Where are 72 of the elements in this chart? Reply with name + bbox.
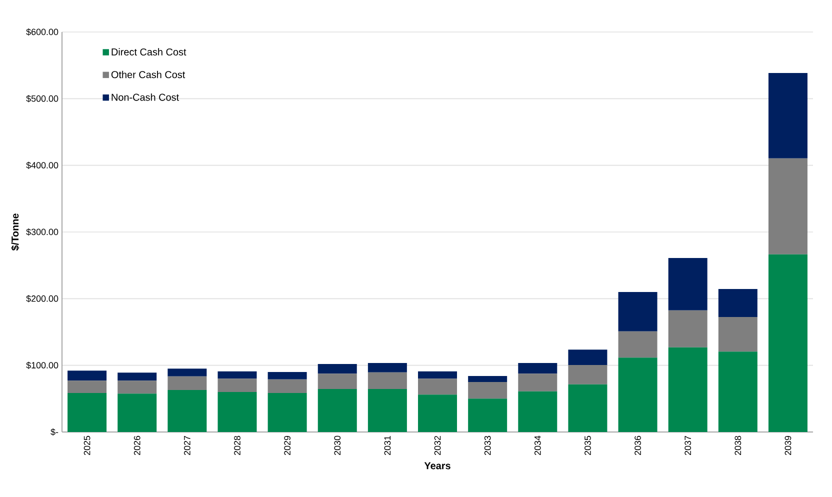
- x-tick-label: 2029: [284, 436, 290, 456]
- x-tick-label: 2035: [584, 436, 591, 456]
- x-tick-label: 2030: [334, 436, 341, 456]
- x-tick-label: 2038: [734, 436, 742, 456]
- bar: [718, 289, 758, 317]
- bar: [268, 393, 307, 432]
- bar: [368, 372, 407, 389]
- bar: [118, 372, 157, 381]
- bar: [668, 258, 708, 310]
- y-axis-title: $/Tonne: [11, 214, 20, 251]
- bar: [318, 364, 357, 374]
- bar: [618, 358, 658, 432]
- bar: [268, 372, 307, 380]
- x-tick-label: 2031: [384, 436, 391, 456]
- bar: [568, 384, 608, 432]
- bar: [218, 378, 257, 392]
- x-tick-label: 2037: [684, 436, 692, 456]
- bar: [368, 389, 407, 432]
- x-axis-title: Years: [424, 462, 450, 470]
- x-tick-label: 2025: [84, 436, 90, 456]
- bar: [518, 391, 558, 432]
- bar: [268, 379, 307, 393]
- bar: [118, 394, 157, 432]
- bar: [518, 374, 558, 392]
- x-tick-label: 2027: [184, 436, 190, 456]
- bar: [418, 378, 458, 395]
- bar: [618, 292, 658, 332]
- bar: [168, 390, 207, 432]
- bar: [368, 363, 407, 372]
- y-tick-label: $-: [50, 428, 58, 436]
- x-tick-label: 2034: [534, 436, 541, 456]
- bar: [68, 380, 107, 393]
- bar: [568, 350, 608, 365]
- x-tick-label: 2036: [634, 436, 641, 456]
- bar: [68, 393, 107, 432]
- bar: [68, 370, 107, 381]
- y-tick-label: $600.00: [26, 28, 58, 36]
- x-tick-label: 2026: [134, 436, 140, 456]
- bar: [168, 376, 207, 390]
- bar: [468, 398, 508, 432]
- y-tick-label: $400.00: [26, 162, 58, 169]
- bar: [768, 158, 808, 254]
- bar: [718, 352, 758, 432]
- bar: [168, 368, 207, 376]
- bar: [668, 347, 708, 432]
- bar: [518, 363, 558, 374]
- legend-label: Non-Cash Cost: [112, 94, 179, 101]
- x-tick-label: 2028: [234, 436, 240, 456]
- bar: [718, 317, 758, 352]
- bar: [318, 374, 357, 389]
- bar: [318, 389, 357, 432]
- x-tick-label: 2039: [784, 436, 792, 456]
- x-tick-label: 2032: [434, 436, 441, 456]
- bar: [668, 310, 708, 348]
- bar: [418, 371, 458, 379]
- y-tick-label: $500.00: [26, 95, 58, 102]
- y-tick-label: $100.00: [26, 362, 58, 369]
- bar: [468, 382, 508, 399]
- bar: [768, 254, 808, 432]
- bar: [418, 394, 458, 432]
- bar: [618, 331, 658, 358]
- bar: [218, 371, 257, 379]
- y-tick-label: $300.00: [26, 228, 58, 236]
- bar: [218, 392, 257, 432]
- bar: [118, 380, 157, 394]
- bar: [568, 365, 608, 384]
- legend-label: Other Cash Cost: [111, 70, 186, 78]
- x-tick-label: 2033: [484, 436, 491, 456]
- legend-label: Direct Cash Cost: [112, 48, 186, 56]
- bar: [768, 73, 808, 158]
- y-tick-label: $200.00: [26, 295, 58, 302]
- bar: [468, 376, 508, 382]
